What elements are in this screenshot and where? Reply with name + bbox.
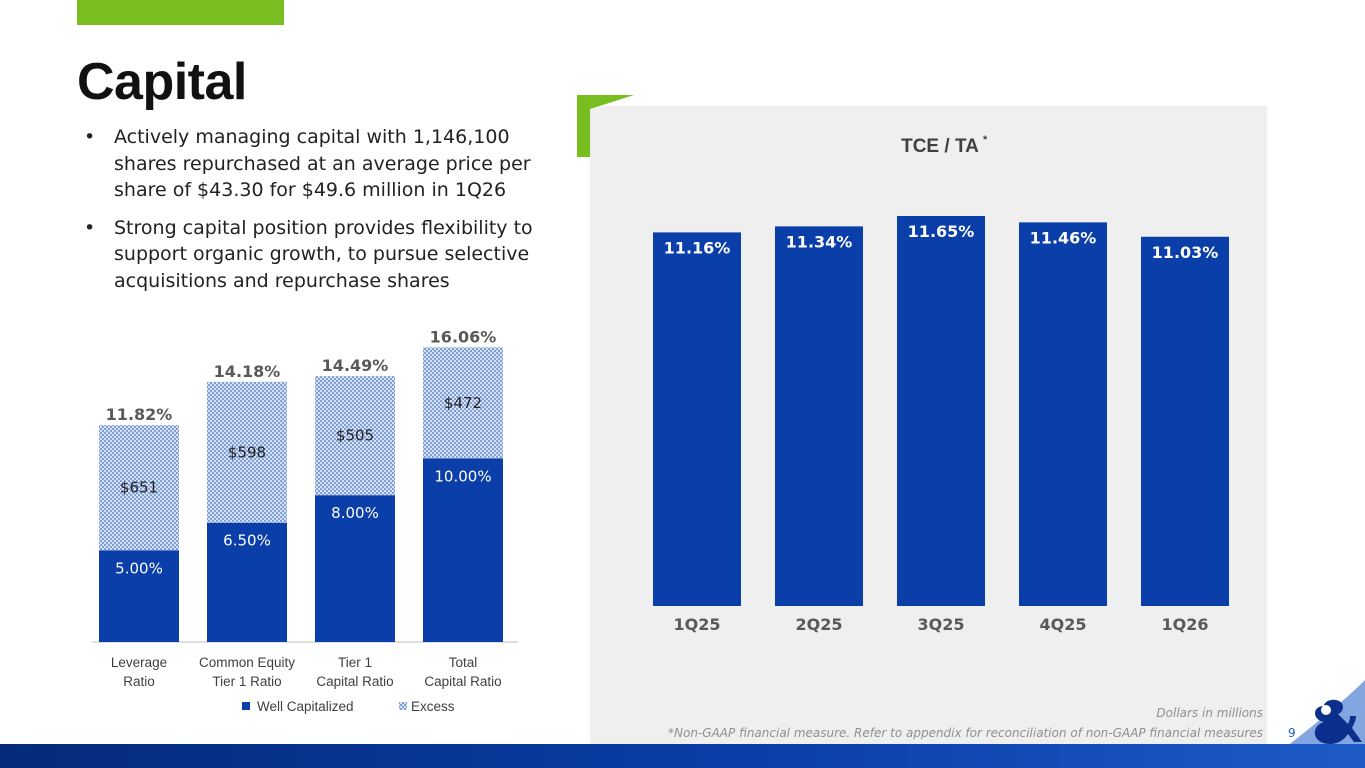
tce-bar (897, 216, 985, 606)
tce-category-label: 1Q26 (1162, 615, 1209, 634)
category-label: Leverage (111, 655, 167, 670)
tce-value-label: 11.16% (664, 238, 731, 257)
bullet-item: • Actively managing capital with 1,146,1… (84, 124, 546, 204)
data-label-excess: $598 (228, 443, 266, 461)
ampersand-logo-icon (1290, 680, 1365, 744)
bar-well-capitalized (315, 495, 395, 642)
bar-well-capitalized (99, 550, 179, 642)
chart-title-marker: * (983, 134, 988, 146)
total-label: 11.82% (106, 405, 173, 424)
units-note: Dollars in millions (1156, 706, 1263, 720)
legend-label-excess: Excess (411, 699, 455, 714)
tce-value-label: 11.34% (786, 232, 853, 251)
tce-category-label: 3Q25 (918, 615, 965, 634)
bar-excess (99, 425, 179, 551)
category-label: Capital Ratio (316, 674, 393, 689)
legend-swatch-excess (399, 702, 407, 710)
bullet-dot: • (84, 216, 96, 239)
bar-excess (207, 381, 287, 523)
category-label: Common Equity (199, 655, 295, 670)
data-label-excess: $651 (120, 479, 158, 497)
corner-accent (577, 95, 634, 157)
legend-swatch-well-capitalized (242, 702, 250, 710)
bar-excess (315, 376, 395, 496)
capital-ratio-chart: 5.00% $651 11.82% Leverage Ratio 6.50% $598 14.… (92, 327, 518, 714)
tce-bar (775, 226, 863, 606)
tce-value-label: 11.65% (908, 222, 975, 241)
data-label-well-capitalized: 10.00% (434, 468, 491, 486)
data-label-well-capitalized: 5.00% (115, 559, 163, 577)
page-number: 9 (1288, 726, 1296, 740)
category-label: Total (449, 655, 478, 670)
bullet-item: • Strong capital position provides flexi… (84, 215, 546, 295)
category-label: Tier 1 Ratio (212, 674, 281, 689)
legend-label-well-capitalized: Well Capitalized (257, 699, 354, 714)
data-label-excess: $505 (336, 427, 374, 445)
brand-accent-bar (77, 0, 284, 25)
total-label: 16.06% (430, 327, 497, 346)
tce-ta-chart: TCE / TA * 11.16% 1Q25 11.34% 2Q25 11.65% 3Q25 1… (653, 134, 1229, 634)
tce-value-label: 11.46% (1030, 228, 1097, 247)
bullet-list: • Actively managing capital with 1,146,1… (84, 124, 546, 305)
total-label: 14.49% (322, 356, 389, 375)
bar-excess (423, 347, 503, 459)
total-label: 14.18% (214, 362, 281, 381)
footer-band (0, 744, 1365, 768)
category-label: Capital Ratio (424, 674, 501, 689)
data-label-excess: $472 (444, 394, 482, 412)
ampersand-dot (1321, 705, 1331, 715)
tce-bar (653, 232, 741, 606)
tce-value-label: 11.03% (1152, 243, 1219, 262)
bar-well-capitalized (423, 458, 503, 642)
tce-category-label: 1Q25 (674, 615, 721, 634)
tce-category-label: 4Q25 (1040, 615, 1087, 634)
bullet-text: Strong capital position provides flexibi… (114, 216, 533, 292)
tce-bar (1141, 236, 1229, 606)
page-title: Capital (77, 53, 247, 111)
category-label: Tier 1 (338, 655, 372, 670)
tce-category-label: 2Q25 (796, 615, 843, 634)
chart-title: TCE / TA (901, 136, 979, 157)
bullet-text: Actively managing capital with 1,146,100… (114, 126, 531, 201)
data-label-well-capitalized: 6.50% (223, 532, 271, 550)
non-gaap-footnote: *Non-GAAP financial measure. Refer to ap… (668, 726, 1263, 740)
category-label: Ratio (123, 674, 155, 689)
data-label-well-capitalized: 8.00% (331, 504, 379, 522)
tce-bar (1019, 222, 1107, 606)
bar-well-capitalized (207, 522, 287, 642)
bullet-dot: • (84, 126, 96, 148)
corner-accent-shape (577, 95, 634, 157)
